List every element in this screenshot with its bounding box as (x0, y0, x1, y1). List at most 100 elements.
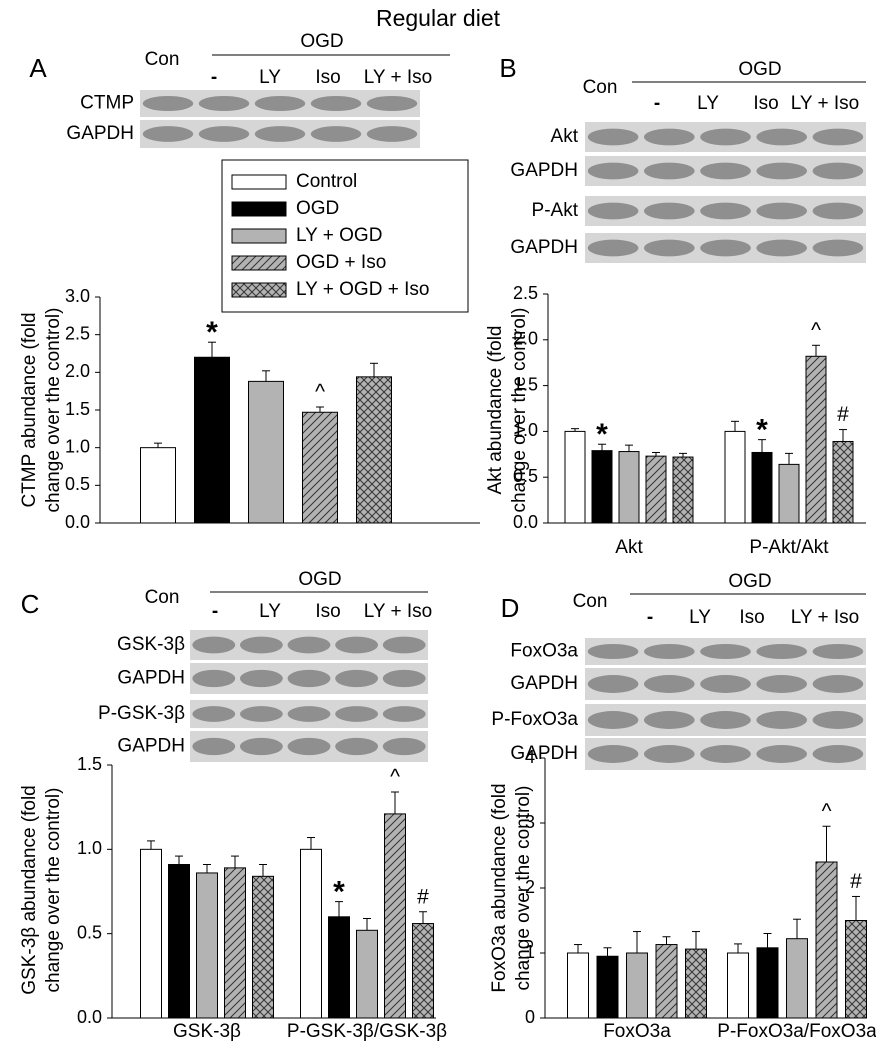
blot-band (198, 126, 250, 142)
blot-row-label: GSK-3β (117, 634, 185, 655)
x-tick-label: FoxO3a (603, 1021, 671, 1042)
bar (384, 813, 406, 1019)
blot-band (287, 737, 331, 756)
x-tick-label: P-Akt/Akt (749, 537, 829, 558)
bar (567, 952, 589, 1019)
bar (168, 864, 190, 1019)
lane-label: Iso (315, 601, 340, 622)
significance-marker: ^ (822, 800, 832, 823)
legend-swatch (231, 228, 287, 244)
blot-row-label: GAPDH (117, 668, 185, 689)
blot-band (254, 95, 306, 112)
y-tick-label: 2.0 (513, 329, 538, 349)
y-tick-label: 0.5 (513, 466, 538, 486)
legend-label: OGD (296, 198, 339, 219)
significance-marker: # (837, 403, 849, 426)
blot-band (812, 162, 864, 180)
bar (626, 952, 648, 1019)
bar (302, 411, 338, 524)
lane-label: Con (573, 591, 608, 612)
blot-band (192, 737, 236, 756)
group-label: OGD (300, 31, 343, 52)
blot-band (587, 643, 639, 660)
blot-band (239, 636, 283, 654)
lane-label: - (654, 93, 660, 114)
bar (248, 380, 284, 524)
blot-band (700, 643, 751, 660)
lane-label: LY (259, 601, 281, 622)
blot-band (142, 95, 194, 112)
y-axis-label: change over the control) (509, 308, 530, 513)
bar (815, 861, 838, 1019)
blot-band (239, 737, 283, 756)
bar (252, 875, 274, 1019)
y-tick-label: 1.5 (65, 399, 90, 419)
y-tick-label: 0.5 (65, 474, 90, 494)
y-tick-label: 1.0 (513, 420, 538, 440)
lane-label: - (211, 67, 217, 88)
blot-band (644, 675, 695, 693)
blot-band (310, 126, 362, 142)
bar (196, 872, 218, 1019)
bar (564, 430, 586, 524)
blot-band (366, 95, 418, 112)
blot-band (756, 239, 807, 257)
bar (194, 356, 230, 524)
blot-band (812, 239, 864, 257)
blot-band (287, 706, 331, 722)
blot-band (254, 126, 306, 142)
lane-label: Iso (315, 67, 340, 88)
blot-band (756, 202, 807, 220)
lane-label: LY + Iso (364, 67, 433, 88)
panel-letter: A (29, 53, 47, 83)
blot-band (239, 706, 283, 722)
blot-band (812, 745, 864, 763)
y-axis-label: change over the control) (43, 308, 64, 513)
y-tick-label: 1 (525, 942, 535, 962)
legend-label: OGD + Iso (296, 252, 386, 273)
blot-band (812, 128, 864, 146)
lane-label: LY + Iso (791, 607, 860, 628)
blot-band (587, 202, 639, 220)
blot-band (700, 202, 751, 220)
blot-band (587, 128, 639, 146)
lane-label: Iso (739, 607, 764, 628)
panel-letter: D (501, 593, 520, 623)
blot-band (700, 239, 751, 257)
x-tick-label: Akt (615, 537, 643, 558)
bar (805, 355, 827, 524)
blot-band (644, 162, 695, 180)
y-axis-label: CTMP abundance (fold (19, 312, 40, 507)
bar (356, 376, 392, 524)
y-tick-label: 1.0 (65, 436, 90, 456)
blot-row-label: GAPDH (66, 123, 134, 144)
significance-marker: * (206, 316, 218, 349)
y-tick-label: 1.5 (77, 754, 102, 774)
blot-band (812, 711, 864, 729)
blot-row-label: GAPDH (510, 160, 578, 181)
y-tick-label: 3 (525, 812, 535, 832)
bar (786, 938, 808, 1019)
blot-band (142, 126, 194, 142)
blot-band (287, 636, 331, 654)
blot-band (335, 706, 379, 722)
blot-band (644, 711, 695, 729)
bar (140, 447, 176, 524)
blot-row-label: GAPDH (510, 673, 578, 694)
blot-row-label: P-GSK-3β (98, 703, 185, 724)
bar (300, 848, 322, 1019)
blot-band (644, 128, 695, 146)
blot-band (700, 128, 751, 146)
blot-row-label: GAPDH (510, 237, 578, 258)
blot-band (192, 636, 236, 654)
blot-band (812, 202, 864, 220)
blot-band (812, 643, 864, 660)
y-tick-label: 0.0 (77, 1007, 102, 1027)
bar (845, 920, 867, 1019)
x-tick-label: P-GSK-3β/GSK-3β (287, 1021, 447, 1042)
legend-swatch (231, 201, 287, 217)
y-tick-label: 1.0 (77, 838, 102, 858)
blot-band (644, 745, 695, 763)
blot-band (192, 706, 236, 722)
